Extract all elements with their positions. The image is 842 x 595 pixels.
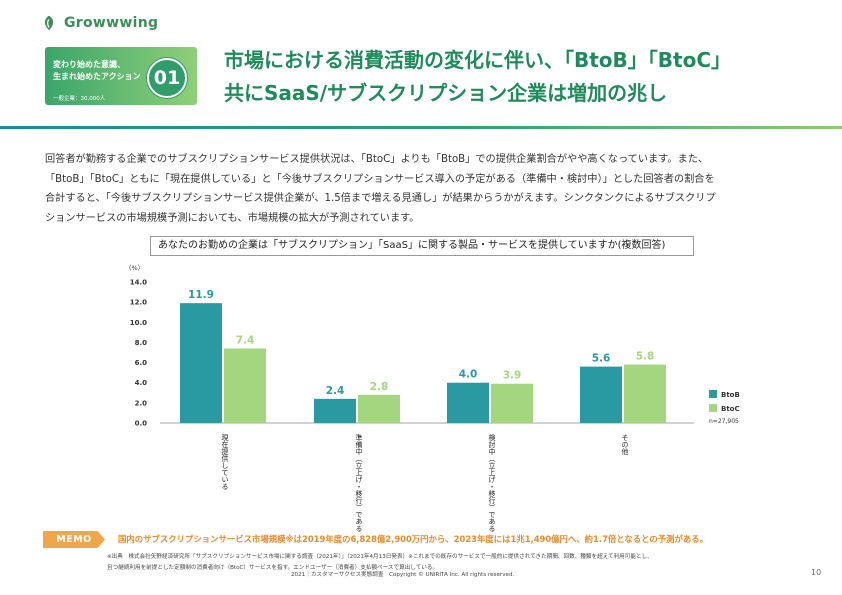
body-line-3: 合計すると、「今後サブスクリプションサービス提供企業が、1.5倍まで増える見通し… <box>45 193 716 204</box>
badge-caption: 変わり始めた意識、 生まれ始めたアクション <box>53 59 141 83</box>
bar-value-label: 3.9 <box>503 370 522 382</box>
title-line-2: 共にSaaS/サブスクリプション企業は増加の兆し <box>224 81 668 105</box>
page-number: 10 <box>811 568 822 577</box>
y-tick-label: 6.0 <box>135 359 148 367</box>
memo-tag: MEMO <box>43 531 105 548</box>
source-line-1: ※出典 株式会社矢野経済研究所「サブスクリプションサービス市場に関する調査（20… <box>107 554 653 560</box>
title-line-1: 市場における消費活動の変化に伴い、「BtoB」「BtoC」 <box>224 48 732 72</box>
category-label: 検討中（立上げ・移行）である <box>488 433 496 532</box>
bar-btoc <box>224 348 266 423</box>
legend-swatch-btob <box>709 390 717 398</box>
section-number: 01 <box>147 58 187 98</box>
bar-value-label: 2.4 <box>326 385 345 397</box>
bar-value-label: 5.6 <box>592 353 611 365</box>
y-tick-label: 12.0 <box>130 299 147 307</box>
bar-btob <box>180 303 222 423</box>
bar-value-label: 5.8 <box>636 351 655 363</box>
bar-btoc <box>624 364 666 423</box>
category-label: 現在提供している <box>221 434 229 490</box>
sample-size-note: n=27,905 <box>709 418 739 425</box>
badge-line-2: 生まれ始めたアクション <box>53 72 141 81</box>
y-tick-label: 0.0 <box>135 420 148 428</box>
bar-value-label: 2.8 <box>370 381 389 393</box>
y-tick-label: 10.0 <box>130 319 147 327</box>
category-label: その他 <box>621 434 629 456</box>
bar-value-label: 4.0 <box>459 369 478 381</box>
y-tick-label: 8.0 <box>135 339 148 347</box>
badge-line-1: 変わり始めた意識、 <box>53 60 125 69</box>
source-note: ※出典 株式会社矢野経済研究所「サブスクリプションサービス市場に関する調査（20… <box>107 552 787 574</box>
legend-swatch-btoc <box>709 404 717 412</box>
source-line-2: 且つ継続利用を前提とした定額制の消費者向け（BtoC）サービスを指す。エンドユー… <box>107 565 439 571</box>
bar-btob <box>447 382 489 423</box>
y-tick-label: 4.0 <box>135 379 148 387</box>
memo-text: 国内のサブスクリプションサービス市場規模※は2019年度の6,828億2,900… <box>118 534 709 544</box>
body-line-1: 回答者が勤務する企業でのサブスクリプションサービス提供状況は、「BtoC」よりも… <box>45 154 709 165</box>
bar-btob <box>314 398 356 423</box>
bar-btoc <box>358 394 400 423</box>
badge-sample-size: 一般企業：30,000人 <box>53 96 106 102</box>
header-divider <box>0 126 842 129</box>
page-title: 市場における消費活動の変化に伴い、「BtoB」「BtoC」 共にSaaS/サブス… <box>224 44 824 110</box>
copyright-footer: 2021｜カスタマーサクセス実態調査 Copyright © UNIRITA I… <box>291 572 515 578</box>
bar-value-label: 7.4 <box>236 334 255 346</box>
y-axis-unit: （%） <box>125 264 144 272</box>
logo-icon <box>44 15 54 31</box>
logo: Growwwing <box>40 14 158 32</box>
y-tick-label: 2.0 <box>135 399 148 407</box>
bar-btob <box>580 366 622 423</box>
bar-btoc <box>491 383 533 423</box>
legend-label: BtoC <box>721 405 740 413</box>
legend-label: BtoB <box>721 391 740 399</box>
y-tick-label: 14.0 <box>130 279 147 287</box>
chart-title: あなたのお勤めの企業は「サブスクリプション」「SaaS」に関する製品・サービスを… <box>150 236 694 256</box>
bar-value-label: 11.9 <box>188 289 214 301</box>
body-paragraph: 回答者が勤務する企業でのサブスクリプションサービス提供状況は、「BtoC」よりも… <box>45 150 815 228</box>
category-label: 準備中（立上げ・移行）である <box>355 433 363 532</box>
body-line-4: ションサービスの市場規模予測においても、市場規模の拡大が予測されています。 <box>45 212 420 224</box>
logo-text: Growwwing <box>64 15 159 31</box>
body-line-2: 「BtoB」「BtoC」ともに「現在提供している」と「今後サブスクリプションサー… <box>45 173 715 185</box>
